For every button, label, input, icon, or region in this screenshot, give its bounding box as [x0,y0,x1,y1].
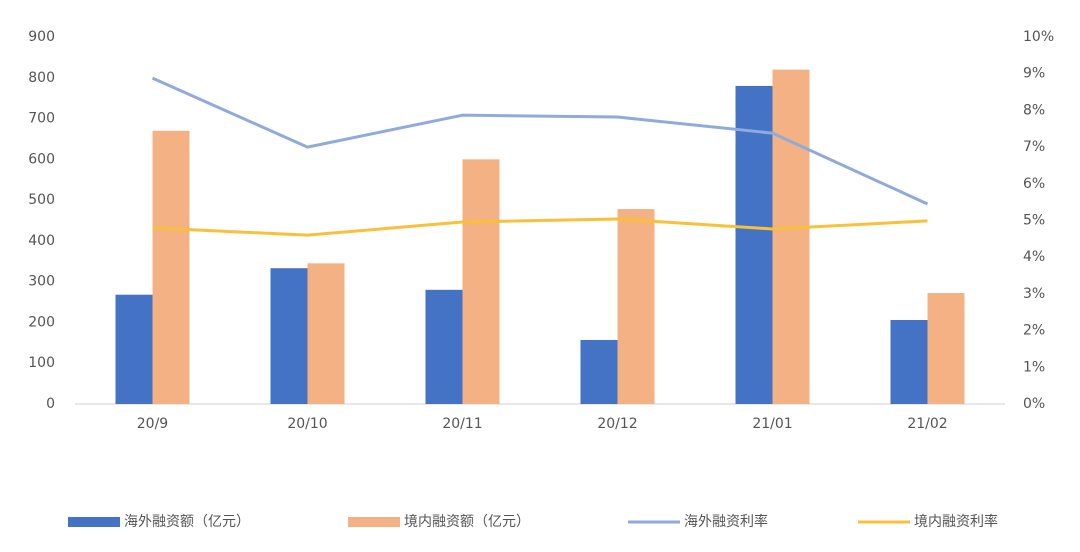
y2-tick-label: 8% [1023,102,1045,118]
y-tick-label: 400 [28,233,55,249]
bar [617,209,655,404]
y2-tick-label: 6% [1023,176,1045,192]
y2-tick-label: 2% [1023,323,1045,339]
x-tick-label: 20/9 [137,416,168,432]
legend-label: 海外融资额（亿元） [124,514,250,530]
bar [772,69,810,404]
y-tick-label: 200 [28,314,55,330]
x-tick-label: 21/01 [752,416,792,432]
y2-tick-label: 5% [1023,213,1045,229]
legend-label: 境内融资利率 [914,513,998,530]
legend-swatch [348,517,400,527]
y2-tick-label: 7% [1023,139,1045,155]
bar [735,85,773,404]
y2-tick-label: 1% [1023,359,1045,375]
line [151,76,929,206]
y2-tick-label: 9% [1023,66,1045,82]
legend-label: 海外融资利率 [684,513,768,530]
legend-swatch [68,517,120,527]
y2-tick-label: 0% [1023,396,1045,412]
bar [152,130,190,405]
y-tick-label: 600 [28,151,55,167]
line [152,217,928,237]
y-tick-label: 800 [28,70,55,86]
y-tick-label: 0 [46,396,55,412]
y-tick-label: 700 [28,111,55,127]
legend-label: 境内融资额（亿元） [404,514,530,530]
bar [270,268,308,404]
y-tick-label: 300 [28,274,55,290]
y-tick-label: 500 [28,192,55,208]
bar [580,339,618,404]
bar [425,289,463,404]
x-tick-label: 20/12 [597,416,637,432]
bar [890,319,928,404]
bar [307,263,345,404]
y-tick-label: 900 [28,29,55,45]
y2-tick-label: 4% [1023,249,1045,265]
x-tick-label: 20/11 [442,416,482,432]
y-tick-label: 100 [28,355,55,371]
bar [462,159,500,404]
bar [115,294,153,404]
y2-tick-label: 3% [1023,286,1045,302]
x-tick-label: 21/02 [907,416,947,432]
y2-tick-label: 10% [1023,29,1054,45]
x-tick-label: 20/10 [287,416,327,432]
bar [927,293,965,404]
